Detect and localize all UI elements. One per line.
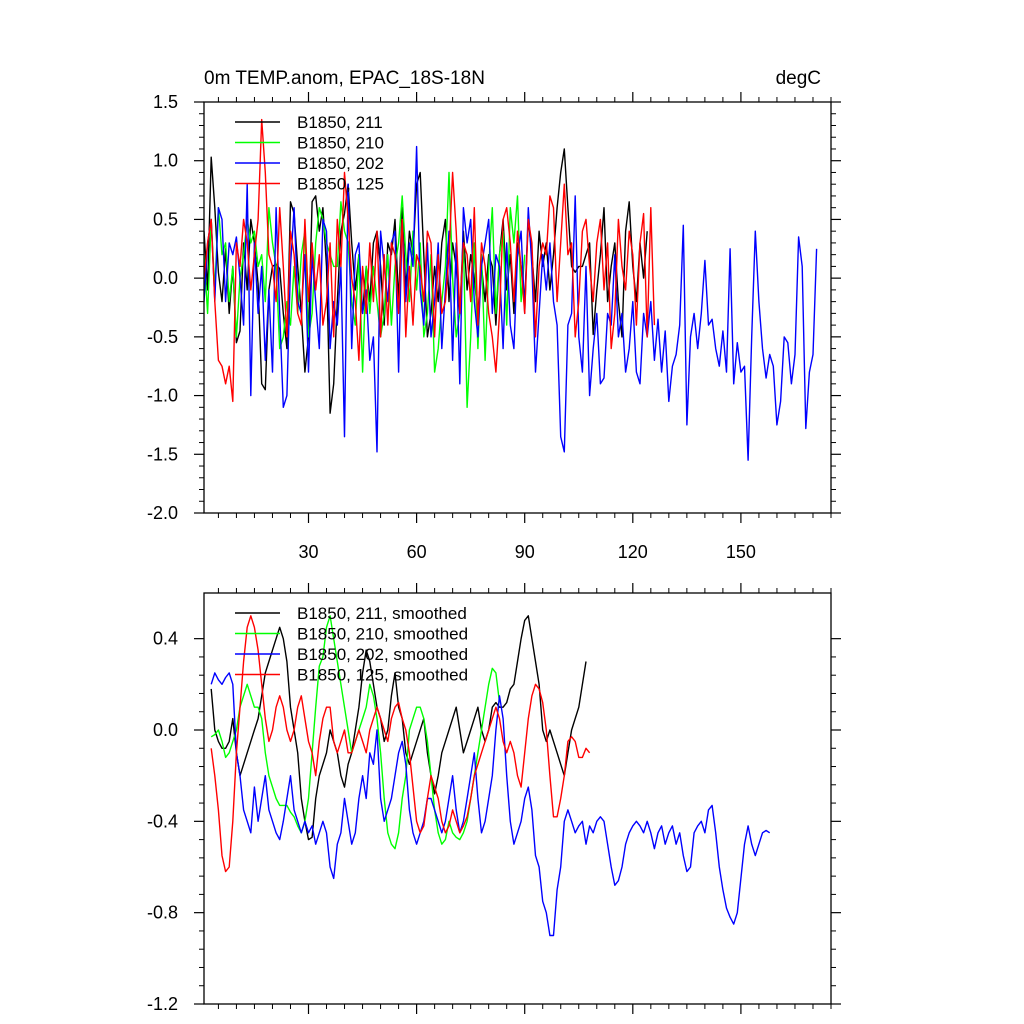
- y-tick-label: -0.4: [147, 811, 178, 831]
- y-tick-label: 0.0: [153, 268, 178, 288]
- panel-bottom: -1.2 -0.8 -0.4 0.0 0.4 B1850, 211, smoothed B1…: [147, 583, 841, 1014]
- plot-frame: [203, 101, 832, 514]
- x-tick-label: 90: [515, 542, 535, 562]
- legend-label: B1850, 202, smoothed: [297, 645, 468, 664]
- chart-title: 0m TEMP.anom, EPAC_18S-18N: [204, 68, 485, 89]
- y-tick-label: -1.0: [147, 386, 178, 406]
- y-tick-label: -2.0: [147, 503, 178, 523]
- series-line-2: [204, 171, 526, 408]
- plot-frame: [203, 592, 832, 1005]
- x-tick-label: 30: [298, 542, 318, 562]
- y-tick-label: 0.4: [153, 629, 178, 649]
- x-tick-label: 120: [618, 542, 648, 562]
- legend-label: B1850, 202: [297, 154, 384, 173]
- panel-top: 0m TEMP.anom, EPAC_18S-18N degC 30 60 90 120 1…: [147, 68, 841, 562]
- y-tick-label: 0.5: [153, 209, 178, 229]
- y-tick-label: -0.8: [147, 903, 178, 923]
- x-tick-label: 150: [726, 542, 756, 562]
- legend-label: B1850, 125: [297, 175, 384, 194]
- legend-label: B1850, 210: [297, 134, 384, 153]
- series-line-1: [210, 615, 587, 841]
- y-tick-label: 1.0: [153, 151, 178, 171]
- series-line-4: [204, 118, 656, 403]
- y-tick-label: -1.2: [147, 994, 178, 1014]
- legend-label: B1850, 210, smoothed: [297, 625, 468, 644]
- x-tick-label: 60: [407, 542, 427, 562]
- series-line-4: [210, 615, 591, 873]
- series-line-3: [204, 145, 818, 461]
- legend-label: B1850, 211, smoothed: [297, 604, 467, 623]
- y-tick-label: -1.5: [147, 444, 178, 464]
- y-tick-label: 1.5: [153, 92, 178, 112]
- legend-label: B1850, 211: [297, 113, 383, 132]
- units-label: degC: [776, 68, 821, 89]
- y-tick-label: 0.0: [153, 720, 178, 740]
- series-line-3: [210, 672, 771, 937]
- y-tick-label: -0.5: [147, 327, 178, 347]
- legend-label: B1850, 125, smoothed: [297, 666, 468, 685]
